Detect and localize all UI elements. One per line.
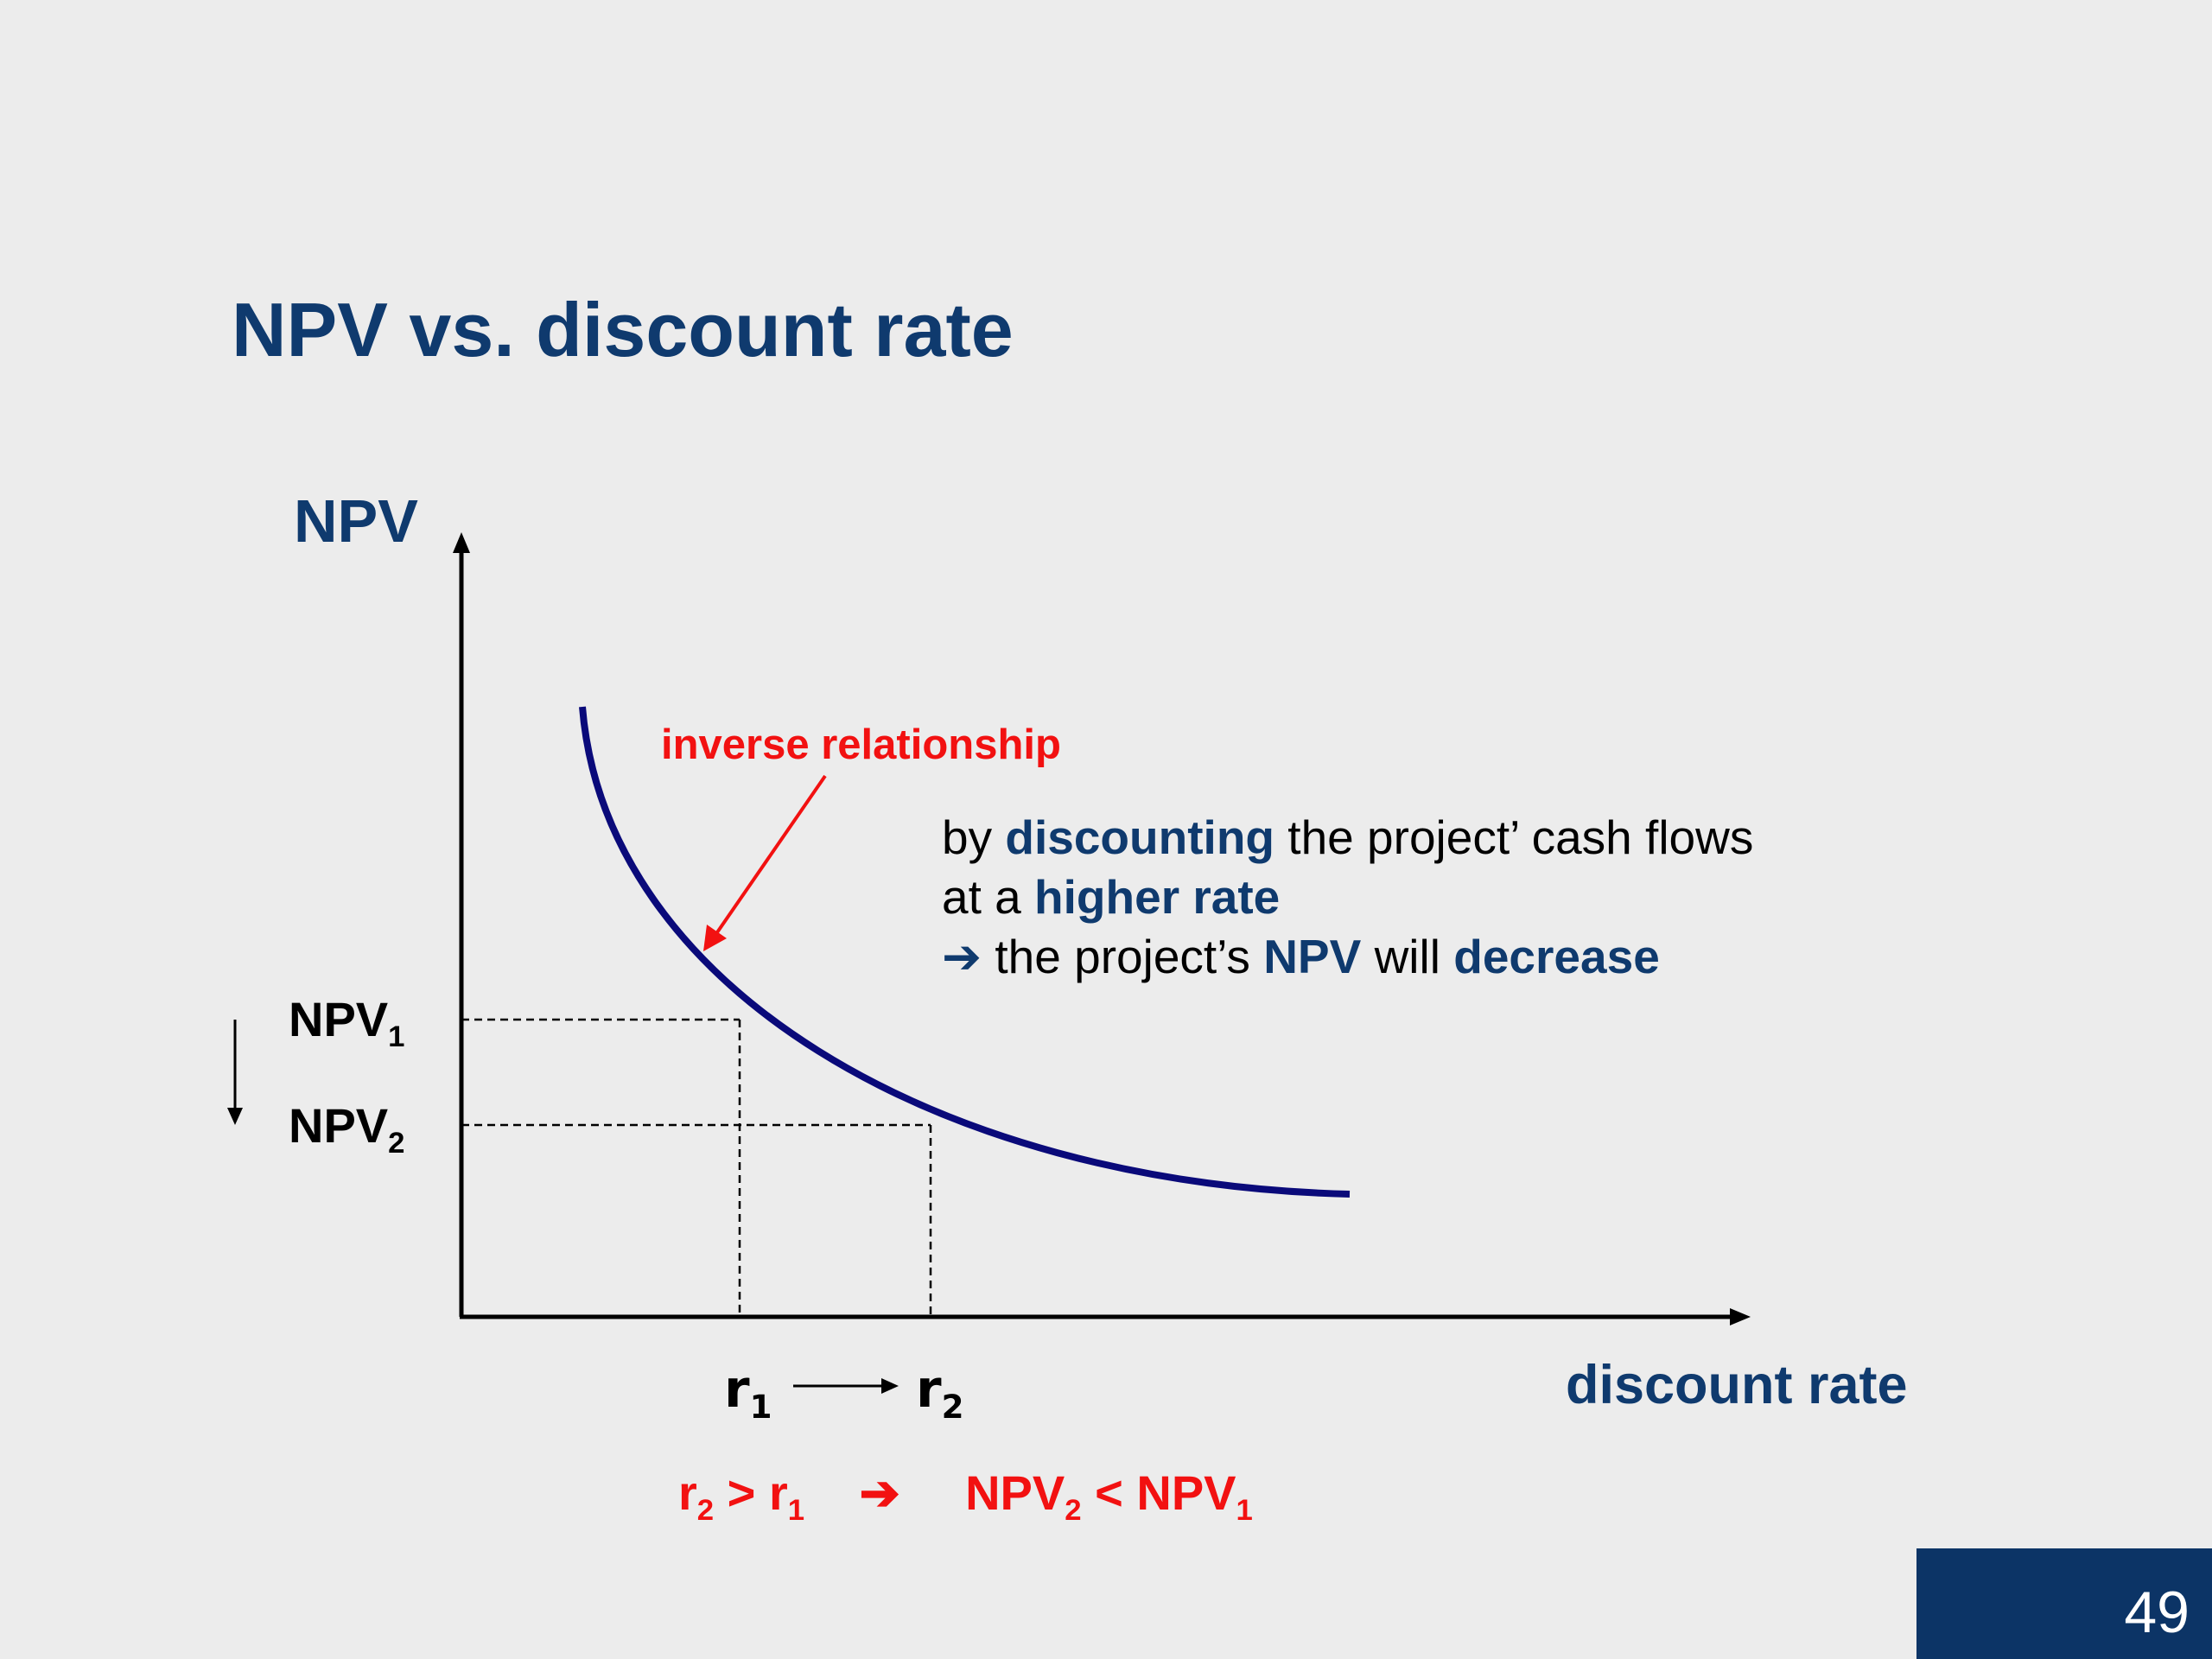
annotation-arrow-line: [714, 774, 827, 937]
condition-npv1-subscript: 1: [1236, 1494, 1253, 1528]
explanation-line-1-text-a: by: [942, 810, 1006, 864]
condition-npv2: NPV: [965, 1465, 1065, 1520]
explanation-arrow-icon: ➔: [942, 930, 982, 983]
npv2-label: NPV2: [289, 1102, 404, 1159]
npv2-label-subscript: 2: [388, 1127, 405, 1160]
x-axis-label: discount rate: [1566, 1355, 1908, 1415]
explanation-keyword-npv: NPV: [1263, 930, 1362, 983]
r2-label-text: r: [916, 1359, 942, 1420]
condition-left: r2 > r1: [678, 1465, 804, 1526]
inverse-relationship-label: inverse relationship: [661, 721, 1061, 768]
explanation-keyword-higher-rate: higher rate: [1034, 870, 1281, 924]
explanation-line-3: ➔ the project’s NPV will decrease: [942, 927, 1753, 987]
condition-right: NPV2 < NPV1: [965, 1465, 1253, 1526]
npv-curve: [579, 706, 1351, 1198]
npv1-label: NPV1: [289, 992, 404, 1052]
explanation-keyword-decrease: decrease: [1453, 930, 1660, 983]
condition-r1: r: [768, 1465, 788, 1520]
explanation-line-1-text-b: the project’ cash flows: [1274, 810, 1754, 864]
npv-decrease-arrowhead: [227, 1108, 243, 1125]
condition-r2-subscript: 2: [696, 1494, 715, 1528]
x-axis-arrowhead: [1730, 1308, 1751, 1325]
npv2-label-text: NPV: [289, 1098, 389, 1153]
r1-label-subscript: 1: [749, 1388, 772, 1427]
condition-r1-subscript: 1: [787, 1494, 805, 1528]
explanation-line-3-text-b: will: [1361, 930, 1454, 983]
r2-label: r2: [916, 1363, 963, 1423]
npv1-label-text: NPV: [289, 992, 389, 1046]
rate-npv-condition: r2 > r1 ➔ NPV2 < NPV1: [678, 1465, 1253, 1526]
r1-label-text: r: [724, 1359, 750, 1420]
npv1-label-subscript: 1: [388, 1020, 405, 1054]
explanation-text: by discounting the project’ cash flows a…: [942, 808, 1753, 987]
annotation-arrowhead: [703, 925, 727, 951]
condition-arrow-icon: ➔: [859, 1465, 900, 1520]
explanation-line-2: at a higher rate: [942, 868, 1753, 927]
condition-greater-than: >: [714, 1465, 769, 1520]
condition-r2: r: [678, 1465, 697, 1520]
slide-title: NPV vs. discount rate: [232, 287, 1014, 372]
r1-label: r1: [724, 1363, 772, 1423]
page-number: 49: [2124, 1580, 2190, 1645]
explanation-keyword-discounting: discounting: [1005, 810, 1275, 864]
explanation-line-2-text-a: at a: [942, 870, 1035, 924]
condition-npv1: NPV: [1136, 1465, 1236, 1520]
page-number-box: 49: [1916, 1548, 2212, 1659]
y-axis-arrowhead: [453, 532, 470, 553]
condition-npv2-subscript: 2: [1065, 1494, 1082, 1528]
condition-less-than: <: [1081, 1465, 1137, 1520]
r2-label-subscript: 2: [941, 1388, 964, 1427]
explanation-line-3-text-a: the project’s: [982, 930, 1264, 983]
rate-increase-arrowhead: [881, 1378, 899, 1394]
y-axis-label: NPV: [294, 487, 418, 555]
explanation-line-1: by discounting the project’ cash flows: [942, 808, 1753, 868]
